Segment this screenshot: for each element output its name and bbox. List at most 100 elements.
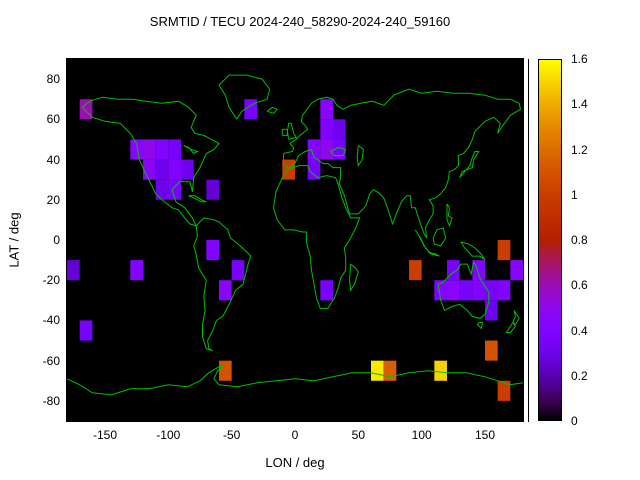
- heatmap-cell: [497, 280, 511, 301]
- coastline-path: [283, 88, 522, 239]
- y-tick-label: 60: [46, 112, 60, 127]
- y-tick-label: -80: [42, 393, 60, 408]
- x-axis-label: LON / deg: [265, 455, 325, 470]
- heatmap-cell: [155, 179, 169, 200]
- heatmap-cell: [206, 179, 219, 200]
- heatmap-cell: [155, 159, 169, 180]
- coastline-path: [505, 322, 517, 333]
- heatmap-cell: [130, 260, 143, 281]
- colorbar: [538, 59, 562, 421]
- heatmap-cell: [497, 240, 511, 261]
- coastline-path: [272, 165, 361, 309]
- heatmap-cell: [206, 240, 219, 261]
- coastline-path: [432, 227, 447, 247]
- y-tick-label: 40: [46, 152, 60, 167]
- heatmap-cell: [320, 280, 333, 301]
- coastline-path: [218, 74, 271, 120]
- map-plot-area: [66, 58, 524, 422]
- coastline-path: [286, 122, 298, 140]
- colorbar-tick-label: 0.2: [571, 368, 588, 383]
- heatmap-cell: [219, 360, 232, 381]
- x-tick-label: -150: [92, 428, 118, 442]
- y-tick-label: -60: [42, 353, 60, 368]
- coastline-path: [446, 203, 453, 228]
- heatmap-cell: [434, 360, 447, 381]
- heatmap-cell: [168, 179, 181, 200]
- heatmap-cell: [307, 159, 321, 180]
- heatmap-cell: [181, 159, 194, 180]
- x-tick-label: 50: [351, 428, 366, 442]
- right-border-line: [528, 59, 529, 422]
- heatmap-cell: [130, 139, 143, 160]
- colorbar-tick-label: 1.4: [571, 97, 588, 112]
- heatmap-cell: [497, 380, 511, 401]
- y-axis-label: LAT / deg: [6, 212, 22, 268]
- heatmap-cell: [510, 260, 523, 281]
- y-tick-label: -40: [42, 313, 60, 328]
- heatmap-cell: [383, 360, 397, 381]
- heatmap-cell: [472, 280, 485, 301]
- heatmap-cell: [333, 139, 346, 160]
- heatmap-cell: [447, 280, 460, 301]
- y-tick-label: 80: [46, 72, 60, 87]
- heatmap-cell: [143, 159, 156, 180]
- coastline-path: [281, 128, 288, 136]
- heatmap-cell: [459, 280, 473, 301]
- x-tick-label: 0: [291, 428, 299, 442]
- heatmap-cell: [485, 340, 498, 361]
- x-tick-label: -50: [222, 428, 241, 442]
- x-tick-label: 100: [411, 428, 432, 442]
- heatmap-cell: [333, 119, 346, 140]
- colorbar-tick-label: 0.8: [571, 233, 588, 247]
- x-tick-label: 150: [474, 428, 496, 442]
- coastline-path: [266, 106, 279, 114]
- heatmap-cell: [485, 300, 498, 321]
- heatmap-cell: [320, 139, 333, 160]
- coastline-path: [81, 96, 220, 227]
- coastline-path: [476, 322, 484, 330]
- heatmap-cell: [143, 139, 156, 160]
- coastline-path: [414, 229, 430, 253]
- heatmap-cell: [409, 260, 422, 281]
- x-tick-label: -100: [156, 428, 181, 442]
- coastline-path: [356, 145, 364, 168]
- coastline-path: [193, 217, 252, 352]
- heatmap-cell: [168, 139, 181, 160]
- heatmap-cell: [79, 99, 93, 120]
- heatmap-cell: [67, 260, 80, 281]
- heatmap-cell: [485, 280, 498, 301]
- coastline-path: [348, 263, 359, 292]
- heatmap-cell: [434, 280, 447, 301]
- heatmap-cell: [79, 320, 93, 341]
- y-tick-label: 0: [53, 233, 60, 247]
- heatmap-cell: [447, 260, 460, 281]
- heatmap-cell: [168, 159, 181, 180]
- heatmap-cell: [371, 360, 384, 381]
- heatmap-cell: [320, 99, 333, 120]
- coastline-path: [512, 310, 520, 326]
- coastline-path: [437, 260, 490, 319]
- heatmap-cell: [219, 280, 232, 301]
- heatmap-cell: [307, 139, 321, 160]
- coastline-path: [188, 195, 207, 203]
- y-tick-label: -20: [42, 273, 60, 288]
- colorbar-tick-label: 1.2: [571, 142, 588, 157]
- coastline-path: [460, 241, 486, 261]
- world-map-svg: [67, 74, 523, 401]
- coastline-path: [427, 251, 440, 257]
- coastline-path: [330, 146, 347, 156]
- heatmap-cell: [320, 119, 333, 140]
- coastline-path: [67, 366, 523, 396]
- colorbar-tick-label: 1: [571, 187, 578, 202]
- colorbar-tick-label: 0.6: [571, 278, 588, 293]
- colorbar-tick-label: 0: [571, 414, 578, 428]
- heatmap-cell: [244, 99, 257, 120]
- heatmap-cell: [155, 139, 169, 160]
- coastline-path: [183, 145, 199, 155]
- heatmap-cell: [231, 260, 245, 281]
- y-tick-label: 20: [46, 192, 60, 207]
- colorbar-tick-label: 0.4: [571, 323, 588, 338]
- chart-title: SRMTID / TECU 2024-240_58290-2024-240_59…: [149, 14, 451, 29]
- coastline-path: [459, 151, 480, 179]
